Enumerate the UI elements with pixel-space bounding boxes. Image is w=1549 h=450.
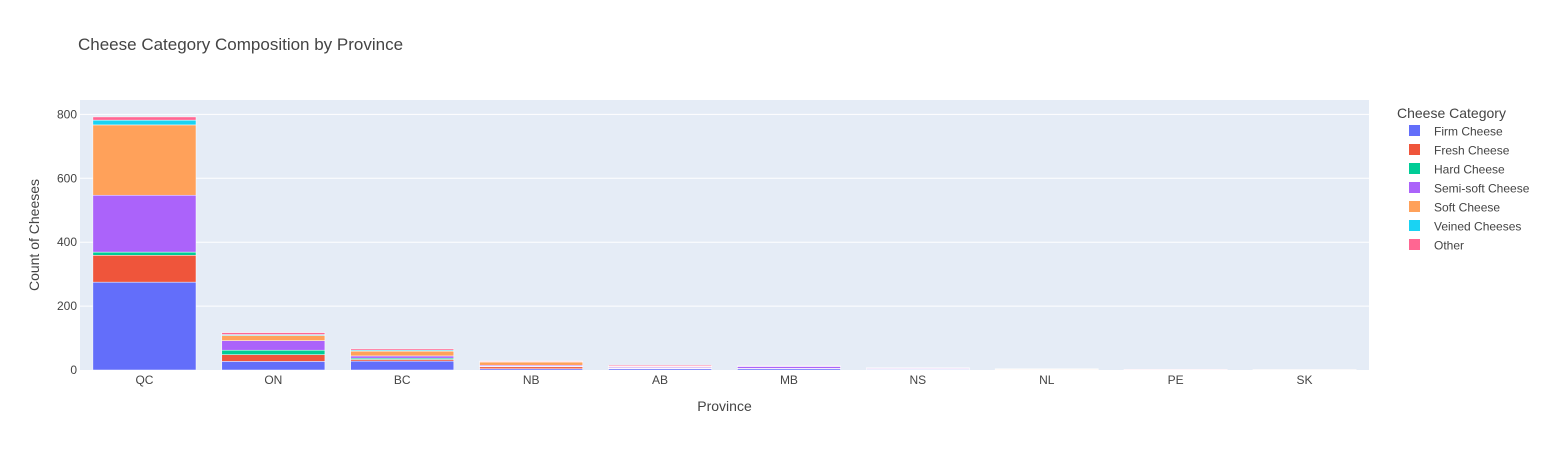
- bar-on-semi-soft-cheese: [221, 340, 326, 351]
- legend-label-hard-cheese[interactable]: Hard Cheese: [1434, 163, 1505, 177]
- x-tick-label-sk: SK: [1297, 373, 1313, 387]
- x-tick-label-on: ON: [264, 373, 282, 387]
- legend-title: Cheese Category: [1397, 105, 1506, 121]
- plot-area: [80, 100, 1369, 370]
- y-tick-label: 800: [57, 107, 77, 121]
- bar-bc-semi-soft-cheese: [350, 355, 455, 359]
- x-tick-label-bc: BC: [394, 373, 411, 387]
- bar-nb-soft-cheese: [479, 361, 583, 366]
- y-tick-labels: 0 200 400 600 800: [57, 107, 77, 377]
- bar-qc-soft-cheese: [92, 124, 197, 196]
- x-tick-label-ab: AB: [652, 373, 668, 387]
- y-tick-label: 600: [57, 171, 77, 185]
- legend-swatch-hard-cheese[interactable]: [1409, 163, 1420, 174]
- bar-qc-fresh-cheese: [92, 255, 197, 283]
- legend-swatch-other[interactable]: [1409, 239, 1420, 250]
- legend-label-soft-cheese[interactable]: Soft Cheese: [1434, 201, 1500, 215]
- bar-bc-firm-cheese: [350, 360, 455, 371]
- legend-swatch-fresh-cheese[interactable]: [1409, 144, 1420, 155]
- x-tick-label-mb: MB: [780, 373, 798, 387]
- bar-qc-veined-cheeses: [92, 119, 197, 126]
- bar-bc-soft-cheese: [350, 350, 455, 357]
- bar-on-hard-cheese: [221, 349, 326, 355]
- chart-title: Cheese Category Composition by Province: [78, 35, 403, 54]
- x-tick-label-qc: QC: [135, 373, 153, 387]
- bars: [92, 116, 1357, 371]
- x-tick-label-nb: NB: [523, 373, 540, 387]
- legend: Cheese Category Firm Cheese Fresh Cheese H…: [1397, 105, 1530, 253]
- y-axis-title: Count of Cheeses: [26, 179, 42, 291]
- bar-on-other: [221, 332, 326, 335]
- legend-swatch-semi-soft-cheese[interactable]: [1409, 182, 1420, 193]
- y-tick-label: 200: [57, 299, 77, 313]
- bar-bc-other: [350, 348, 455, 351]
- bar-on-soft-cheese: [221, 335, 326, 341]
- legend-label-veined-cheeses[interactable]: Veined Cheeses: [1434, 220, 1521, 234]
- x-axis-title: Province: [697, 398, 752, 414]
- bar-on-fresh-cheese: [221, 354, 326, 362]
- legend-label-semi-soft-cheese[interactable]: Semi-soft Cheese: [1434, 182, 1530, 196]
- legend-label-other[interactable]: Other: [1434, 239, 1464, 253]
- grid-lines: [80, 113, 1369, 307]
- x-tick-label-ns: NS: [910, 373, 927, 387]
- y-tick-label: 400: [57, 235, 77, 249]
- bar-ab-other: [608, 364, 712, 367]
- bar-nb-fresh-cheese: [479, 366, 583, 369]
- x-tick-label-pe: PE: [1168, 373, 1184, 387]
- legend-label-fresh-cheese[interactable]: Fresh Cheese: [1434, 144, 1510, 158]
- bar-qc-firm-cheese: [92, 281, 197, 371]
- x-tick-label-nl: NL: [1039, 373, 1055, 387]
- legend-swatch-veined-cheeses[interactable]: [1409, 220, 1420, 231]
- legend-swatch-firm-cheese[interactable]: [1409, 125, 1420, 136]
- legend-label-firm-cheese[interactable]: Firm Cheese: [1434, 125, 1503, 139]
- bar-qc-other: [92, 116, 197, 121]
- bar-mb-semi-soft-cheese: [737, 366, 841, 369]
- bar-qc-hard-cheese: [92, 251, 197, 256]
- x-tick-labels: QC ON BC NB AB MB NS NL PE SK: [135, 373, 1312, 387]
- bar-nb-other: [479, 360, 583, 362]
- y-tick-label: 0: [70, 363, 77, 377]
- legend-swatch-soft-cheese[interactable]: [1409, 201, 1420, 212]
- bar-on-firm-cheese: [221, 361, 326, 371]
- bar-qc-semi-soft-cheese: [92, 194, 197, 253]
